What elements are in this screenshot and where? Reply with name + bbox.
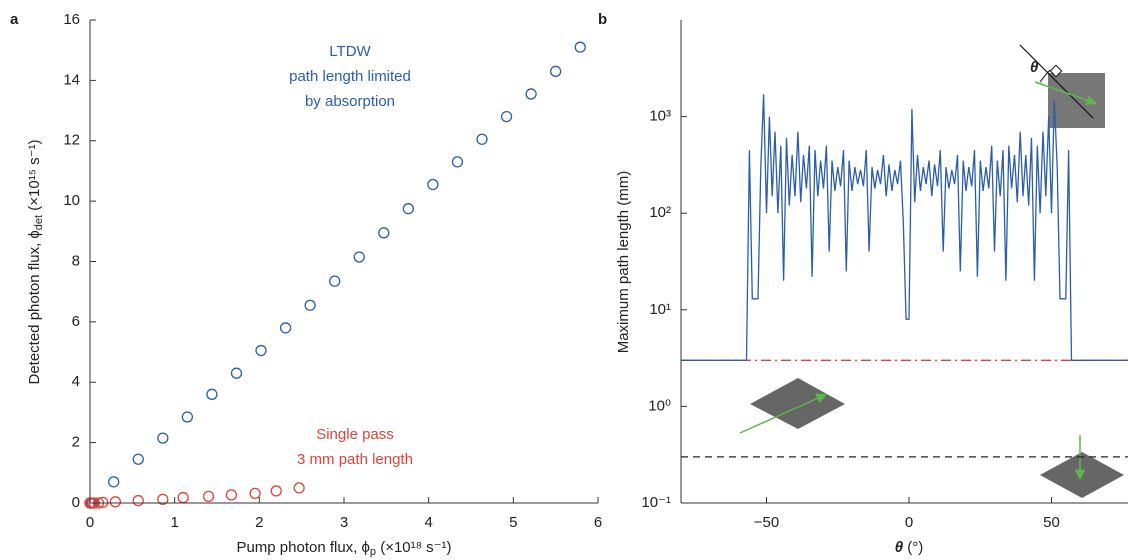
data-line: [681, 94, 1128, 361]
y-tick-label: 10³: [649, 108, 671, 125]
y-tick-label: 10¹: [649, 301, 671, 318]
label-part: (×10¹⁸ s⁻¹): [376, 539, 452, 556]
annotation: path length limited: [289, 68, 411, 85]
data-point: [574, 41, 586, 53]
y-tick-label: 8: [72, 252, 80, 269]
y-tick-label: 6: [72, 313, 80, 330]
data-point: [132, 453, 144, 465]
x-tick-label: 50: [1043, 514, 1060, 531]
x-tick-label: −50: [754, 514, 779, 531]
data-point: [109, 496, 122, 508]
y-tick-label: 10: [63, 192, 80, 209]
inset-label: θ: [1030, 59, 1039, 76]
inset-right: [1040, 435, 1124, 498]
data-point: [427, 178, 439, 191]
annotation: 3 mm path length: [297, 451, 413, 468]
label-part: det: [33, 215, 45, 230]
x-tick-label: 4: [424, 514, 432, 531]
x-tick-label: 0: [86, 514, 94, 531]
inset-top: [1019, 44, 1105, 128]
data-point: [108, 476, 120, 488]
data-point: [329, 275, 341, 287]
y-tick-label: 0: [72, 494, 80, 511]
data-point: [132, 494, 144, 507]
data-point: [525, 88, 537, 100]
y-tick-label: 12: [63, 132, 80, 149]
label-part: Maximum path length (mm): [615, 171, 632, 354]
inset-left: [739, 378, 845, 434]
x-tick-label: 1: [170, 514, 178, 531]
panel: [84, 41, 586, 509]
label-part: θ: [895, 539, 904, 556]
data-point: [255, 344, 267, 357]
y-tick-label: 10²: [649, 204, 671, 221]
data-point: [476, 133, 488, 145]
data-point: [225, 489, 238, 501]
x-tick-label: 6: [594, 514, 602, 531]
data-point: [402, 203, 414, 215]
y-axis-label: Maximum path length (mm): [615, 171, 632, 354]
x-axis-label: Pump photon flux, ϕp (×10¹⁸ s⁻¹): [236, 539, 451, 558]
data-point: [157, 493, 169, 506]
annotation: Single pass: [316, 426, 394, 443]
data-point: [230, 367, 243, 379]
data-point: [249, 487, 261, 499]
label-part: (°): [903, 539, 923, 556]
x-tick-label: 2: [255, 514, 263, 531]
data-point: [97, 496, 109, 509]
data-point: [181, 411, 194, 423]
annotation: by absorption: [305, 93, 395, 110]
data-point: [202, 490, 215, 503]
data-point: [270, 485, 282, 497]
y-tick-label: 2: [72, 434, 80, 451]
data-point: [353, 251, 365, 263]
panel-label: a: [10, 11, 19, 28]
data-point: [500, 110, 513, 123]
y-tick-label: 14: [63, 71, 80, 88]
x-tick-label: 5: [509, 514, 517, 531]
y-tick-label: 10⁰: [648, 397, 671, 414]
data-point: [378, 227, 390, 239]
data-point: [451, 156, 464, 168]
panel: [681, 94, 1128, 458]
label-part: Pump photon flux, ϕ: [236, 539, 369, 556]
y-tick-label: 4: [72, 373, 80, 390]
y-tick-label: 10⁻¹: [641, 494, 671, 511]
data-point: [304, 299, 316, 311]
data-point: [550, 65, 562, 77]
x-tick-label: 0: [905, 514, 913, 531]
annotation: LTDW: [329, 43, 371, 60]
label-part: p: [370, 546, 376, 558]
label-part: Detected photon flux, ϕ: [26, 230, 43, 384]
data-point: [293, 482, 305, 494]
x-tick-label: 3: [340, 514, 348, 531]
x-axis-label: θ (°): [895, 539, 924, 556]
data-point: [206, 388, 218, 400]
data-point: [177, 491, 189, 504]
data-point: [279, 322, 292, 334]
label-part: (×10¹⁵ s⁻¹): [26, 139, 43, 214]
data-point: [157, 432, 169, 444]
y-tick-label: 16: [63, 11, 80, 28]
panel-label: b: [598, 11, 607, 28]
y-axis-label: Detected photon flux, ϕdet (×10¹⁵ s⁻¹): [26, 139, 45, 384]
